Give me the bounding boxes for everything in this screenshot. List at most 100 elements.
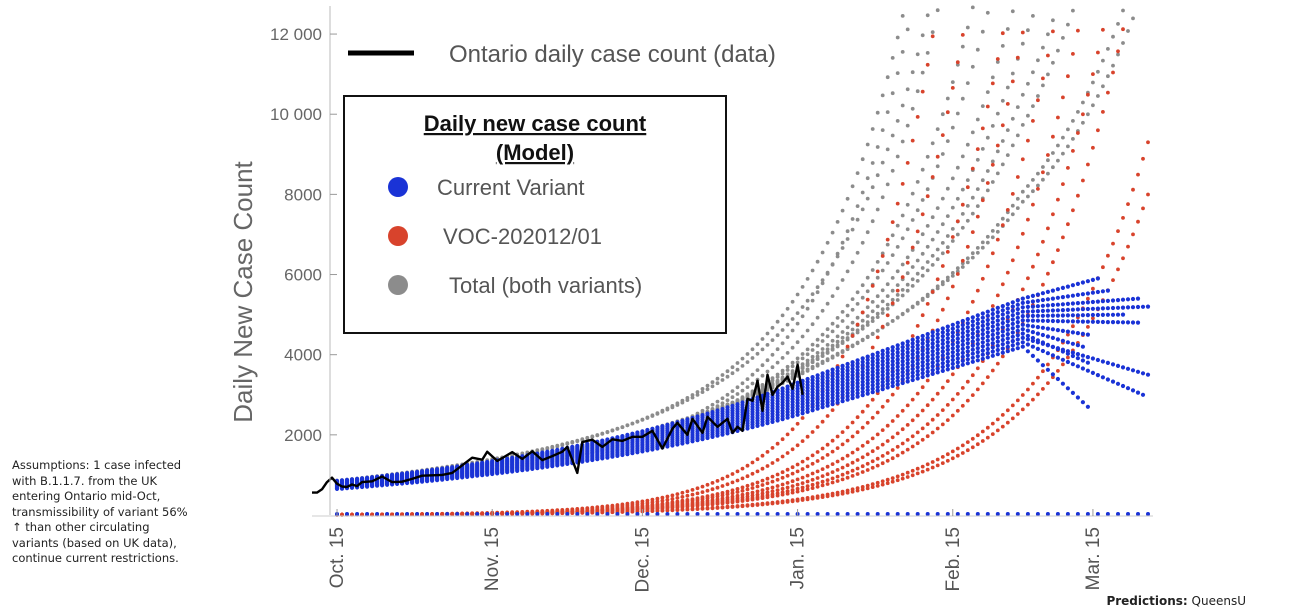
voc-point (775, 441, 780, 446)
current-variant-point (845, 361, 850, 367)
current-variant-point (1020, 331, 1025, 336)
voc-point (750, 460, 755, 465)
total-point (855, 340, 860, 345)
voc-point (790, 465, 795, 470)
voc-point (765, 476, 770, 481)
voc-point (860, 455, 865, 460)
voc-point (1096, 50, 1100, 55)
total-point (850, 260, 855, 265)
current-variant-point (1000, 346, 1005, 351)
total-point (915, 52, 920, 57)
current-variant-point (890, 355, 895, 360)
voc-point (855, 322, 860, 327)
current-variant-point (1005, 340, 1010, 345)
current-variant-point (980, 319, 985, 324)
baseline-point (625, 512, 630, 516)
current-variant-point (735, 402, 740, 407)
current-variant-point (940, 364, 945, 370)
current-variant-point (965, 337, 970, 342)
voc-point (785, 467, 790, 472)
voc-point (550, 511, 555, 516)
current-variant-point (505, 456, 510, 461)
current-variant-point (895, 371, 900, 376)
voc-point (1031, 381, 1035, 386)
voc-point (895, 288, 900, 293)
current-variant-point (1020, 300, 1025, 305)
voc-point (805, 473, 810, 478)
current-variant-point (960, 350, 965, 355)
current-variant-point (875, 378, 880, 383)
current-variant-point (840, 389, 845, 394)
voc-point (940, 422, 945, 427)
current-variant-point (920, 337, 925, 342)
voc-point (945, 379, 950, 383)
voc-point (910, 334, 915, 338)
current-variant-point (1025, 313, 1030, 319)
voc-point (995, 143, 1000, 148)
voc-point (910, 473, 915, 478)
total-point (1091, 80, 1095, 85)
voc-point (920, 313, 925, 318)
voc-point (855, 472, 860, 476)
total-point (815, 259, 820, 264)
voc-point (920, 408, 925, 413)
current-variant-point (810, 396, 815, 401)
total-point (1061, 151, 1065, 156)
voc-point (1015, 55, 1020, 60)
voc-point (995, 293, 1000, 298)
total-point (940, 196, 945, 201)
current-variant-point (1080, 307, 1085, 312)
current-variant-point (905, 339, 910, 344)
current-variant-point (1010, 343, 1015, 348)
total-point (775, 360, 780, 365)
current-variant-point (950, 357, 955, 363)
total-point (765, 331, 770, 336)
total-point (995, 223, 1000, 227)
total-point (800, 285, 805, 289)
voc-point (1071, 208, 1075, 213)
voc-point (875, 463, 880, 468)
total-point (935, 164, 940, 169)
total-point (750, 347, 755, 352)
current-variant-point (880, 387, 885, 392)
current-variant-point (860, 373, 865, 378)
total-point (1036, 58, 1040, 63)
voc-point (795, 421, 800, 426)
total-point (865, 320, 870, 325)
current-variant-point (810, 402, 815, 407)
total-point (890, 288, 895, 293)
voc-point (970, 393, 975, 397)
current-variant-point (995, 347, 1000, 353)
current-variant-point (1030, 338, 1035, 343)
voc-point (1051, 260, 1055, 265)
total-point (775, 333, 780, 338)
current-variant-point (865, 357, 870, 362)
voc-point (885, 399, 890, 403)
voc-point (700, 484, 705, 489)
voc-point (835, 459, 840, 464)
total-point (870, 316, 875, 320)
total-point (975, 246, 980, 250)
current-variant-point (960, 342, 965, 347)
total-point (720, 396, 725, 401)
total-point (950, 80, 955, 84)
total-point (875, 304, 880, 309)
current-variant-point (1105, 320, 1110, 325)
current-variant-point (1145, 304, 1151, 309)
current-variant-point (1070, 293, 1075, 298)
total-point (1046, 158, 1050, 163)
current-variant-point (1040, 363, 1045, 368)
total-point (960, 265, 965, 269)
current-variant-point (830, 389, 835, 394)
current-variant-point (985, 317, 990, 323)
voc-point (935, 426, 940, 431)
total-point (925, 294, 930, 299)
current-variant-point (1020, 296, 1025, 301)
current-variant-point (1035, 304, 1040, 309)
total-point (585, 435, 590, 440)
total-point (800, 356, 805, 361)
current-variant-point (960, 334, 965, 340)
voc-point (945, 458, 950, 463)
current-variant-point (1080, 353, 1085, 358)
current-variant-point (1080, 366, 1085, 371)
